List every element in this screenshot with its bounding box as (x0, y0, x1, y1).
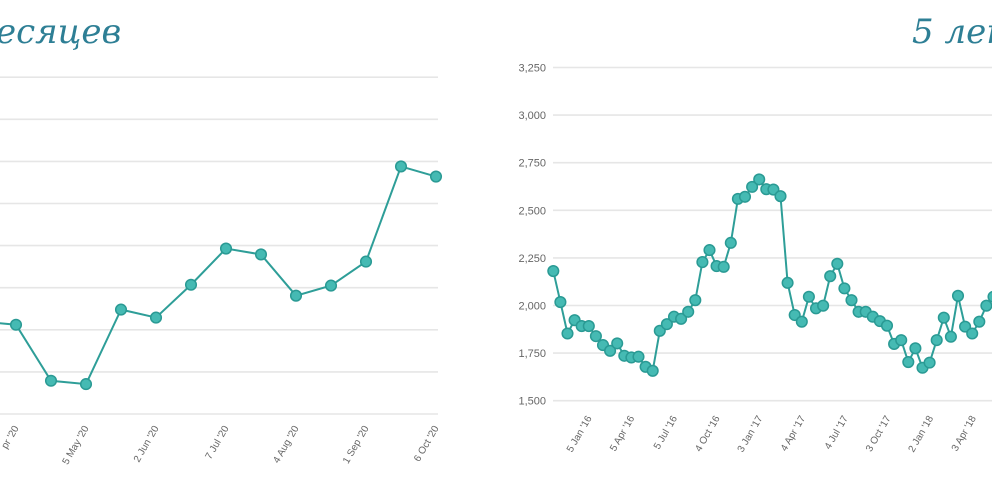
data-point (696, 256, 709, 269)
data-point (937, 311, 950, 324)
data-point (289, 289, 303, 302)
data-point (114, 303, 128, 316)
x-tick-label: 2 Jan '18 (907, 414, 937, 455)
y-tick-label: 2,250 (518, 253, 546, 265)
data-point (895, 334, 908, 347)
data-point (973, 315, 986, 328)
data-point (923, 356, 936, 369)
data-point (845, 294, 858, 307)
data-point (880, 319, 894, 332)
data-point (951, 289, 965, 302)
data-point (689, 294, 702, 307)
data-point (184, 278, 198, 291)
data-point (611, 337, 624, 350)
y-tick-label: 2,750 (518, 158, 546, 170)
data-point (902, 355, 915, 369)
data-point (959, 320, 972, 333)
x-tick-label: 7 Jul '20 (204, 424, 232, 462)
y-tick-label: 2,000 (518, 301, 546, 313)
data-point (632, 350, 645, 363)
data-point (944, 330, 957, 343)
data-point (909, 342, 922, 355)
y-tick-label: 1,500 (518, 396, 546, 408)
y-tick-label: 3,000 (518, 110, 546, 122)
data-point (703, 244, 716, 257)
series-line (0, 165, 437, 386)
data-point (795, 315, 808, 328)
data-point (781, 276, 794, 289)
x-tick-label: 5 Jul '16 (652, 414, 680, 452)
data-point (44, 374, 58, 387)
data-point (646, 364, 659, 377)
x-tick-label: 3 Oct '17 (864, 414, 894, 454)
x-tick-label: 4 Jul '17 (823, 414, 851, 452)
data-point (394, 160, 408, 173)
data-point (753, 173, 766, 186)
x-tick-label: 3 Apr '18 (950, 414, 979, 454)
data-point (774, 190, 787, 203)
y-tick-label: 1,750 (518, 348, 546, 360)
data-point (582, 320, 595, 333)
x-tick-label: 1 Sep '20 (341, 424, 372, 466)
data-point (966, 327, 979, 340)
x-tick-label: 5 May '20 (61, 424, 92, 467)
data-point (675, 312, 688, 325)
data-point (589, 330, 602, 343)
y-tick-label: 2,500 (518, 205, 546, 217)
x-tick-label: 5 Apr '16 (608, 414, 637, 454)
chart-6-months: pr '20 5 May '20 2 Jun '20 7 Jul '20 4 Aug '… (0, 76, 443, 467)
x-tick-label: 3 Jan '17 (736, 414, 766, 455)
data-point (802, 290, 815, 303)
data-point (838, 282, 851, 295)
data-point (682, 305, 695, 318)
chart-5-years: 1,500 1,750 2,000 2,250 2,500 2,750 3,000 3,250… (518, 63, 992, 455)
data-point (717, 260, 730, 273)
x-tick-label: 4 Oct '16 (693, 414, 723, 454)
x-tick-label: 6 Oct '20 (412, 424, 442, 464)
data-point (79, 378, 93, 391)
data-point (746, 180, 759, 193)
data-point (429, 170, 443, 183)
data-point (930, 334, 943, 347)
data-point (660, 318, 673, 331)
data-point (324, 279, 338, 292)
data-point (554, 296, 567, 309)
data-point (359, 255, 373, 268)
data-point (817, 299, 830, 312)
data-point (824, 270, 837, 283)
data-point (9, 318, 23, 331)
data-point (738, 190, 752, 203)
data-point (547, 264, 560, 278)
y-tick-label: 3,250 (518, 63, 546, 75)
data-point (980, 299, 992, 312)
data-point (219, 242, 233, 255)
data-point (604, 344, 617, 357)
data-point (831, 257, 844, 270)
x-tick-label: 4 Apr '17 (779, 414, 808, 454)
data-point (149, 311, 163, 324)
data-point (561, 327, 574, 340)
x-tick-label: 2 Jun '20 (132, 424, 162, 465)
data-point (987, 290, 992, 303)
x-tick-label: 4 Aug '20 (271, 424, 301, 466)
x-tick-label: 5 Jan '16 (565, 414, 595, 455)
data-point (254, 248, 268, 261)
data-point (724, 236, 737, 249)
chart-title-5-years: 5 лет (912, 12, 992, 52)
chart-title-6-months: есяцев (0, 12, 122, 52)
x-tick-label: pr '20 (0, 424, 22, 451)
